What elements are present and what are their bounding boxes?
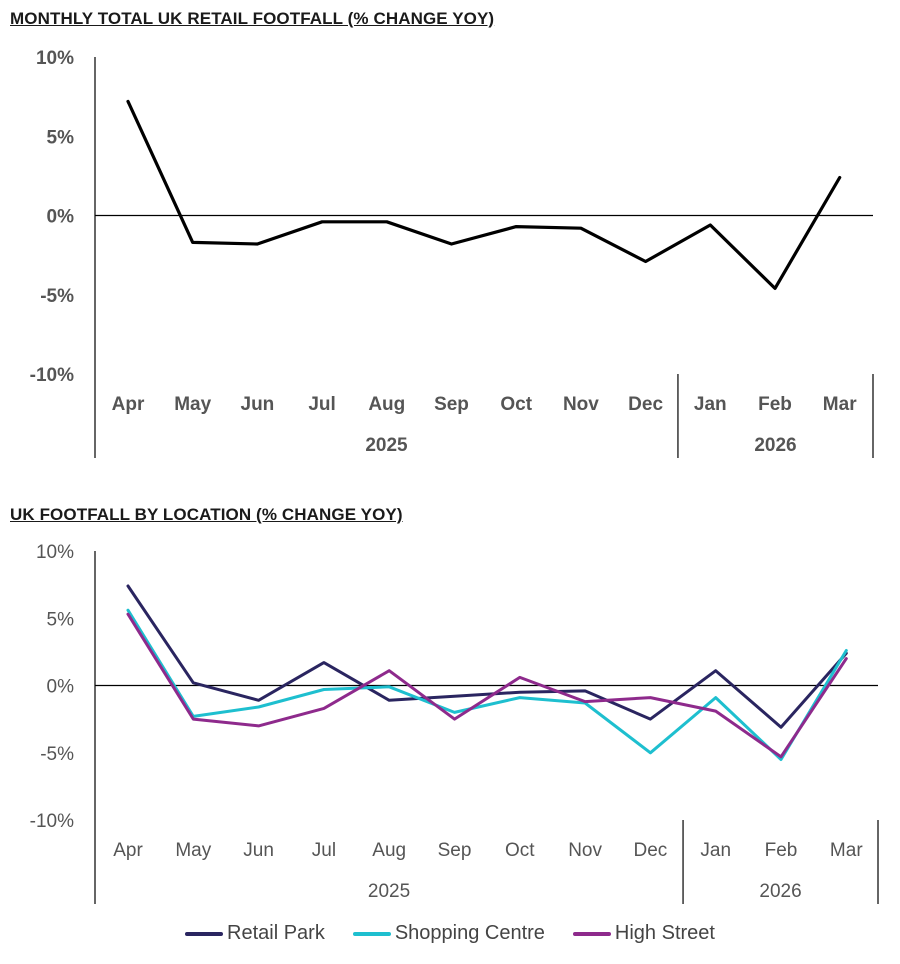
total-chart-title: MONTHLY TOTAL UK RETAIL FOOTFALL (% CHAN… [10, 9, 495, 28]
year-label: 2026 [754, 435, 796, 456]
series-line-high-street [126, 612, 848, 759]
x-tick-label: Mar [823, 394, 857, 415]
x-tick-label: Oct [500, 394, 532, 415]
legend-swatch [185, 931, 223, 936]
x-tick-label: Apr [112, 394, 145, 415]
x-tick-label: Dec [634, 840, 668, 861]
y-tick-label: 10% [36, 48, 74, 69]
legend-label: Shopping Centre [394, 922, 545, 944]
x-tick-label: Nov [563, 394, 599, 415]
year-label: 2026 [759, 881, 801, 902]
x-tick-label: Jul [308, 394, 335, 415]
x-tick-label: Nov [568, 840, 602, 861]
x-tick-label: Aug [372, 840, 406, 861]
legend-item: Shopping Centre [352, 922, 545, 945]
x-tick-label: Feb [758, 394, 792, 415]
y-tick-label: 10% [36, 542, 74, 563]
x-tick-label: Aug [368, 394, 405, 415]
y-tick-label: 0% [47, 207, 75, 228]
x-tick-label: Apr [113, 840, 143, 861]
legend-label: High Street [614, 922, 715, 944]
x-tick-label: Feb [765, 840, 798, 861]
year-label: 2025 [368, 881, 410, 902]
x-tick-label: Jun [241, 394, 275, 415]
legend-label: Retail Park [227, 922, 325, 944]
total-footfall-chart: 10% 5% 0% -5% -10% Apr May Jun Jul Aug Sep Oct Nov De… [30, 48, 874, 458]
x-tick-label: May [174, 394, 211, 415]
y-tick-label: 5% [47, 127, 75, 148]
x-tick-label: Sep [438, 840, 472, 861]
series-line-retail-park [126, 584, 848, 729]
y-tick-label: -10% [30, 811, 74, 832]
legend-item: High Street [572, 922, 715, 945]
legend-swatch [572, 931, 611, 936]
y-tick-label: 5% [47, 609, 75, 630]
y-tick-label: 0% [47, 677, 75, 698]
y-tick-label: -5% [40, 286, 74, 307]
y-tick-label: -10% [30, 365, 74, 386]
series-line-total [126, 99, 842, 290]
series-line-shopping-centre [126, 608, 848, 761]
x-tick-label: Oct [505, 840, 535, 861]
legend-item: Retail Park [185, 922, 325, 945]
x-tick-label: Jun [243, 840, 274, 861]
y-tick-label: -5% [40, 744, 74, 765]
x-tick-label: Jul [312, 840, 336, 861]
x-tick-label: Sep [434, 394, 469, 415]
location-chart-title: UK FOOTFALL BY LOCATION (% CHANGE YOY) [10, 505, 403, 524]
chart-legend: Retail Park Shopping Centre High Street [0, 922, 900, 945]
legend-swatch [352, 931, 391, 936]
x-tick-label: Jan [700, 840, 731, 861]
x-tick-label: Dec [628, 394, 663, 415]
x-tick-label: May [175, 840, 211, 861]
x-tick-label: Mar [830, 840, 863, 861]
year-label: 2025 [365, 435, 408, 456]
x-tick-label: Jan [694, 394, 727, 415]
